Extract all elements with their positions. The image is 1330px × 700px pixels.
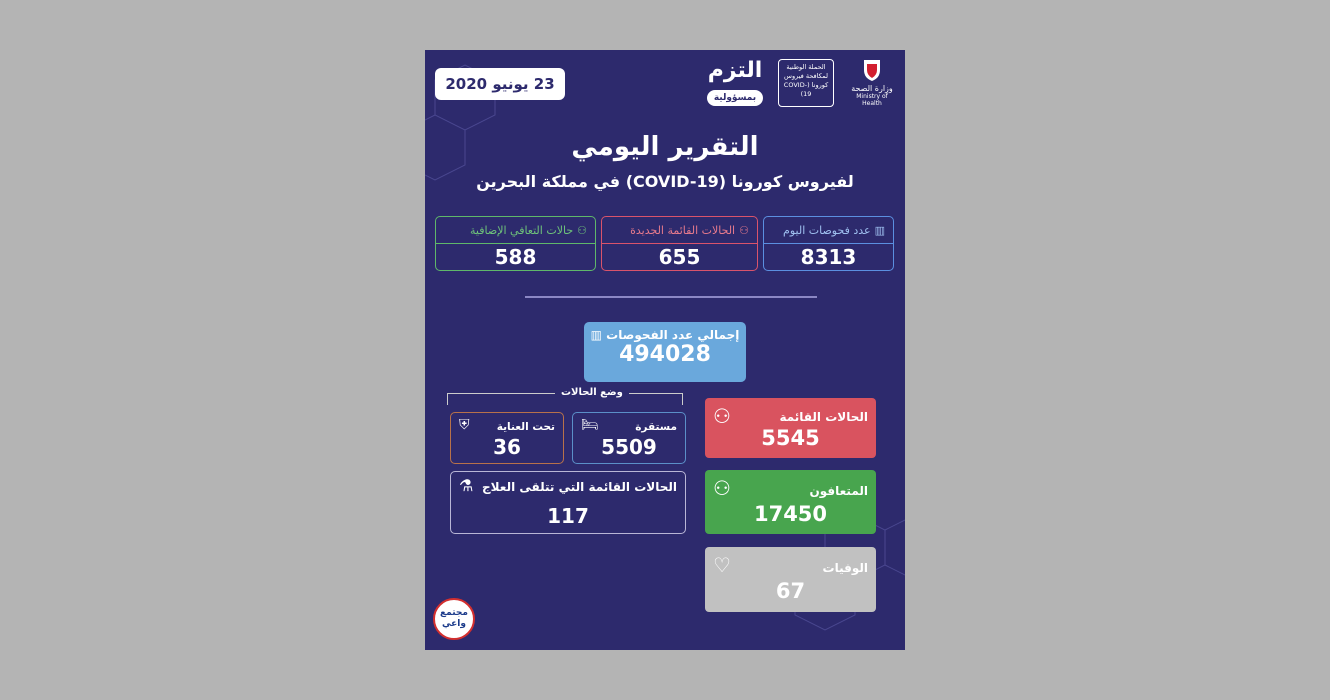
report-date: 23 يونيو 2020 — [435, 68, 565, 100]
active-cases-card: الحالات القائمة ⚇ 5545 — [705, 398, 876, 458]
heart-pulse-icon: ♡ — [713, 553, 731, 577]
page-subtitle: لفيروس كورونا (COVID-19) في مملكة البحري… — [476, 172, 854, 191]
stable-card: مستقرة 🛏︎ 5509 — [572, 412, 686, 464]
treatment-card: الحالات القائمة التي تتلقى العلاج ⚗ 117 — [450, 471, 686, 534]
slogan-sub: بمسؤولية — [707, 90, 763, 106]
person-virus-icon: ⚇ — [713, 404, 731, 428]
person-recovery-icon: ⚇ — [577, 223, 587, 237]
daily-report-poster: 23 يونيو 2020 التزم بمسؤولية الحملة الوط… — [425, 50, 905, 650]
campaign-logo: الحملة الوطنية لمكافحة فيروس كورونا (COV… — [778, 59, 834, 107]
new-recoveries-card: ⚇ حالات التعافي الإضافية 588 — [435, 216, 596, 271]
hexagon-pattern — [425, 64, 905, 631]
person-virus-icon: ⚇ — [739, 223, 749, 237]
new-cases-card: ⚇ الحالات القائمة الجديدة 655 — [601, 216, 758, 271]
emblem-icon — [864, 60, 880, 81]
test-tubes-icon: ▥ — [590, 328, 602, 342]
divider — [525, 296, 817, 298]
person-recovery-icon: ⚇ — [713, 476, 731, 500]
recovered-card: المتعافون ⚇ 17450 — [705, 470, 876, 534]
page-title: التقرير اليومي — [571, 132, 759, 162]
iv-drip-icon: ⚗ — [459, 476, 474, 495]
test-tubes-icon: ▥ — [874, 223, 885, 237]
deaths-card: الوفيات ♡ 67 — [705, 547, 876, 612]
status-heading: وضع الحالات — [555, 387, 629, 398]
bed-icon: 🛏︎ — [581, 417, 599, 433]
today-tests-card: ▥ عدد فحوصات اليوم 8313 — [763, 216, 894, 271]
icu-card: تحت العناية ⛨ 36 — [450, 412, 564, 464]
total-tests-card: إجمالي عدد الفحوصات ▥ 494028 — [584, 322, 746, 382]
slogan: التزم — [707, 58, 763, 83]
aware-society-logo: مجتمع واعي — [433, 598, 475, 640]
ministry-logo: وزارة الصحة Ministry of Health — [847, 58, 897, 107]
icu-bed-icon: ⛨ — [459, 417, 470, 433]
